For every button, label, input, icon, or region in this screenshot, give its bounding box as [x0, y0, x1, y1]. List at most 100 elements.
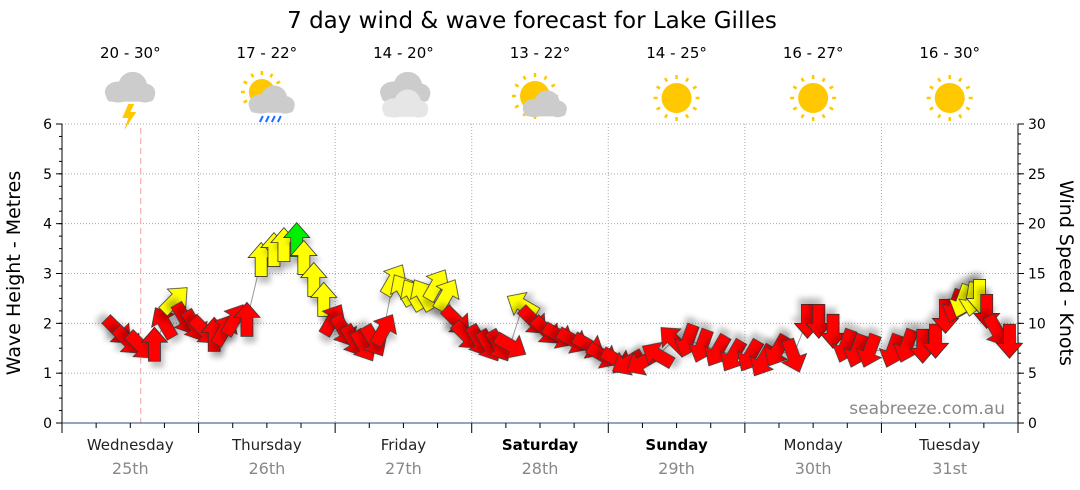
wind-arrow — [612, 348, 646, 376]
cloudy-icon — [379, 71, 431, 118]
sunny-icon — [653, 75, 700, 121]
sun-ray — [958, 77, 963, 83]
partly-cloudy-icon — [512, 73, 567, 119]
wind-arrow — [151, 307, 179, 341]
sun-ray — [243, 99, 248, 104]
sun-ray — [656, 106, 661, 111]
sun-ray — [828, 106, 834, 111]
wind-arrow — [492, 331, 527, 359]
sun-ray — [937, 113, 942, 119]
wind-arrow — [921, 323, 950, 359]
wind-arrow — [369, 314, 397, 348]
day-name: Sunday — [645, 436, 708, 454]
day-temperature: 20 - 30° — [100, 44, 161, 62]
sun-ray — [543, 75, 548, 81]
sun-disc — [661, 83, 692, 113]
sun-ray — [243, 80, 248, 85]
right-tick-label: 5 — [1028, 366, 1037, 382]
day-temperature: 14 - 25° — [646, 44, 707, 62]
wind-arrow — [432, 279, 460, 313]
wind-arrow — [233, 301, 261, 337]
day-date: 29th — [658, 459, 695, 478]
weather-icons: 20 - 30° 17 - 22° 14 - 20° 13 - 22° 14 - 25°… — [100, 44, 980, 130]
cloud-part — [106, 92, 155, 102]
sunny-icon — [926, 75, 973, 121]
day-date: 26th — [248, 459, 285, 478]
sun-ray — [269, 73, 274, 78]
day-name: Wednesday — [87, 436, 174, 454]
day-date: 25th — [112, 459, 149, 478]
left-tick-label: 0 — [43, 416, 52, 432]
left-tick-label: 6 — [43, 117, 52, 133]
cloud-part — [383, 108, 428, 117]
left-tick-label: 1 — [43, 366, 52, 382]
sun-ray — [663, 113, 669, 119]
sun-ray — [821, 113, 826, 119]
sun-ray — [929, 106, 934, 111]
rain-drop — [258, 115, 264, 123]
left-tick-label: 3 — [43, 267, 52, 283]
wind-arrow — [931, 298, 960, 334]
right-tick-label: 0 — [1028, 416, 1037, 432]
sun-ray — [684, 113, 690, 119]
sun-disc — [798, 83, 829, 113]
wind-arrow — [856, 332, 883, 368]
day-name: Saturday — [502, 436, 579, 454]
sun-ray — [929, 85, 934, 90]
chart-title: 7 day wind & wave forecast for Lake Gill… — [287, 8, 777, 34]
day-temperature: 16 - 30° — [919, 44, 980, 62]
right-tick-label: 25 — [1028, 167, 1046, 183]
day-name: Tuesday — [918, 436, 980, 454]
sun-ray — [800, 77, 805, 83]
cloud-part — [249, 104, 294, 113]
sun-ray — [522, 75, 527, 81]
lightning-bolt — [122, 104, 137, 130]
rain-drop — [276, 115, 282, 123]
sun-ray — [821, 77, 826, 83]
left-axis-label: Wave Height - Metres — [3, 171, 25, 375]
right-tick-label: 20 — [1028, 217, 1046, 233]
cloud-part — [524, 108, 566, 117]
wind-arrow — [309, 281, 338, 317]
sun-ray — [692, 106, 698, 111]
day-temperature: 13 - 22° — [510, 44, 571, 62]
left-tick-label: 5 — [43, 167, 52, 183]
right-tick-label: 30 — [1028, 117, 1046, 133]
day-date: 27th — [385, 459, 422, 478]
day-temperature: 17 - 22° — [237, 44, 298, 62]
day-date: 31st — [932, 459, 967, 478]
sun-ray — [828, 85, 834, 90]
wind-arrow — [282, 221, 311, 258]
wind-arrow — [781, 337, 808, 373]
left-tick-label: 2 — [43, 316, 52, 332]
day-name: Friday — [381, 436, 427, 454]
wind-arrow — [140, 326, 169, 362]
sun-ray — [792, 106, 798, 111]
wind-arrows — [101, 221, 1024, 377]
sun-ray — [250, 73, 255, 78]
sun-ray — [965, 106, 971, 111]
right-axis-label: Wind Speed - Knots — [1055, 180, 1077, 366]
day-name: Monday — [784, 436, 843, 454]
day-date: 30th — [795, 459, 832, 478]
rain-drop — [270, 115, 276, 123]
day-date: 28th — [522, 459, 559, 478]
sun-cloud-rain-icon — [240, 71, 295, 123]
thunderstorm-icon — [104, 71, 156, 130]
axes: 0 1 2 3 4 5 6 0 5 10 15 20 25 30 Wednesday 25th Thursday… — [43, 117, 1046, 478]
sun-ray — [663, 77, 669, 83]
sun-ray — [656, 85, 661, 90]
sun-ray — [958, 113, 963, 119]
sun-ray — [514, 83, 520, 88]
day-name: Thursday — [231, 436, 302, 454]
sun-ray — [275, 80, 281, 85]
wind-arrow — [641, 341, 676, 369]
watermark: seabreeze.com.au — [849, 399, 1005, 419]
day-temperature: 14 - 20° — [373, 44, 434, 62]
wind-arrow — [995, 323, 1024, 359]
grid — [62, 123, 1018, 423]
sun-ray — [965, 85, 971, 90]
sun-ray — [792, 85, 798, 90]
right-tick-label: 10 — [1028, 316, 1046, 332]
